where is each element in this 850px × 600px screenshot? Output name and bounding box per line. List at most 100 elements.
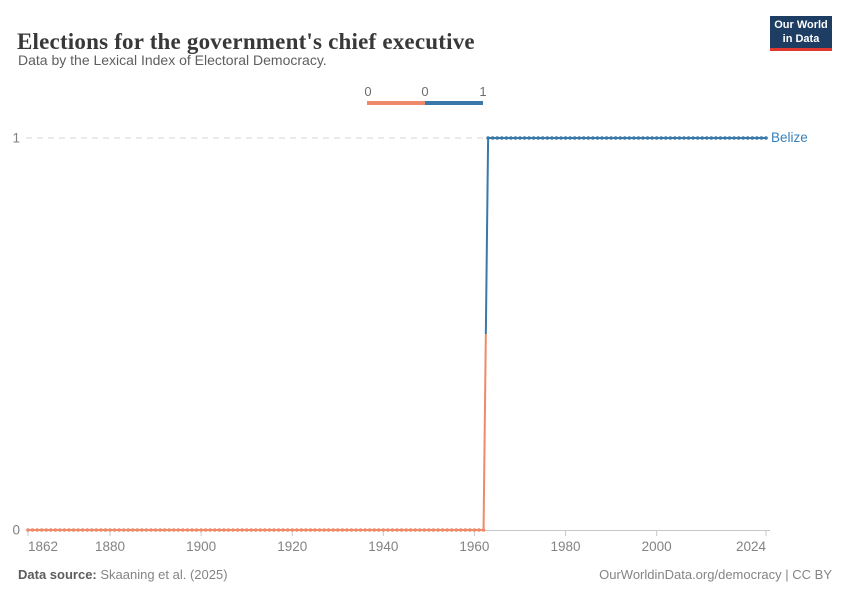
data-point-marker[interactable] bbox=[226, 528, 231, 532]
data-point-marker[interactable] bbox=[308, 528, 313, 532]
data-point-marker[interactable] bbox=[80, 528, 85, 532]
data-point-marker[interactable] bbox=[522, 136, 527, 140]
data-point-marker[interactable] bbox=[545, 136, 550, 140]
data-point-marker[interactable] bbox=[504, 136, 509, 140]
data-point-marker[interactable] bbox=[663, 136, 668, 140]
data-point-marker[interactable] bbox=[212, 528, 217, 532]
data-point-marker[interactable] bbox=[613, 136, 618, 140]
data-point-marker[interactable] bbox=[167, 528, 172, 532]
data-point-marker[interactable] bbox=[586, 136, 591, 140]
data-point-marker[interactable] bbox=[290, 528, 295, 532]
data-point-marker[interactable] bbox=[272, 528, 276, 532]
data-point-marker[interactable] bbox=[595, 136, 600, 140]
data-point-marker[interactable] bbox=[67, 528, 71, 532]
data-point-marker[interactable] bbox=[354, 528, 358, 532]
data-point-marker[interactable] bbox=[440, 528, 445, 532]
data-point-marker[interactable] bbox=[108, 528, 112, 532]
data-point-marker[interactable] bbox=[349, 528, 354, 532]
legend-swatch-0[interactable] bbox=[367, 101, 425, 105]
data-point-marker[interactable] bbox=[217, 528, 222, 532]
data-point-marker[interactable] bbox=[700, 136, 705, 140]
data-point-marker[interactable] bbox=[112, 528, 117, 532]
data-point-marker[interactable] bbox=[376, 528, 381, 532]
data-point-marker[interactable] bbox=[144, 528, 149, 532]
data-point-marker[interactable] bbox=[445, 528, 449, 532]
data-point-marker[interactable] bbox=[458, 528, 463, 532]
data-point-marker[interactable] bbox=[609, 136, 613, 140]
data-point-marker[interactable] bbox=[513, 136, 518, 140]
data-point-marker[interactable] bbox=[208, 528, 213, 532]
data-point-marker[interactable] bbox=[76, 528, 80, 532]
data-point-marker[interactable] bbox=[718, 136, 723, 140]
data-point-marker[interactable] bbox=[427, 528, 431, 532]
data-point-marker[interactable] bbox=[190, 528, 194, 532]
data-point-marker[interactable] bbox=[48, 528, 53, 532]
data-point-marker[interactable] bbox=[563, 136, 568, 140]
data-point-marker[interactable] bbox=[263, 528, 267, 532]
data-point-marker[interactable] bbox=[472, 528, 477, 532]
data-point-marker[interactable] bbox=[622, 136, 627, 140]
data-point-marker[interactable] bbox=[727, 136, 732, 140]
data-point-marker[interactable] bbox=[313, 528, 317, 532]
data-point-marker[interactable] bbox=[723, 136, 727, 140]
data-point-marker[interactable] bbox=[117, 528, 121, 532]
color-scale-legend[interactable]: 0 0 1 bbox=[364, 84, 487, 106]
data-point-marker[interactable] bbox=[99, 528, 103, 532]
data-point-marker[interactable] bbox=[44, 528, 49, 532]
data-point-marker[interactable] bbox=[258, 528, 263, 532]
data-point-marker[interactable] bbox=[231, 528, 235, 532]
data-point-marker[interactable] bbox=[682, 136, 686, 140]
data-point-marker[interactable] bbox=[654, 136, 659, 140]
data-point-marker[interactable] bbox=[636, 136, 641, 140]
data-point-marker[interactable] bbox=[181, 528, 185, 532]
data-point-marker[interactable] bbox=[568, 136, 572, 140]
series-label-belize[interactable]: Belize bbox=[771, 130, 808, 145]
data-point-marker[interactable] bbox=[222, 528, 226, 532]
data-point-marker[interactable] bbox=[58, 528, 62, 532]
data-point-marker[interactable] bbox=[600, 136, 604, 140]
data-point-marker[interactable] bbox=[741, 136, 746, 140]
data-point-marker[interactable] bbox=[417, 528, 422, 532]
data-point-marker[interactable] bbox=[294, 528, 299, 532]
data-point-marker[interactable] bbox=[554, 136, 559, 140]
data-point-marker[interactable] bbox=[531, 136, 536, 140]
data-point-marker[interactable] bbox=[244, 528, 249, 532]
data-point-marker[interactable] bbox=[171, 528, 176, 532]
data-point-marker[interactable] bbox=[536, 136, 541, 140]
data-point-marker[interactable] bbox=[203, 528, 208, 532]
series-segment-high[interactable] bbox=[484, 137, 766, 335]
data-point-marker[interactable] bbox=[39, 528, 44, 532]
data-point-marker[interactable] bbox=[650, 136, 654, 140]
data-point-marker[interactable] bbox=[618, 136, 623, 140]
data-point-marker[interactable] bbox=[668, 136, 673, 140]
data-point-marker[interactable] bbox=[240, 528, 244, 532]
data-point-marker[interactable] bbox=[486, 136, 490, 140]
data-point-marker[interactable] bbox=[449, 528, 454, 532]
data-point-marker[interactable] bbox=[358, 528, 363, 532]
data-point-marker[interactable] bbox=[281, 528, 285, 532]
data-point-marker[interactable] bbox=[386, 528, 390, 532]
data-point-marker[interactable] bbox=[53, 528, 58, 532]
data-point-marker[interactable] bbox=[395, 528, 399, 532]
data-point-marker[interactable] bbox=[199, 528, 203, 532]
data-point-marker[interactable] bbox=[527, 136, 531, 140]
data-point-marker[interactable] bbox=[413, 528, 418, 532]
data-point-marker[interactable] bbox=[149, 528, 153, 532]
data-point-marker[interactable] bbox=[153, 528, 158, 532]
data-point-marker[interactable] bbox=[495, 136, 500, 140]
data-point-marker[interactable] bbox=[632, 136, 636, 140]
data-point-marker[interactable] bbox=[673, 136, 677, 140]
data-point-marker[interactable] bbox=[509, 136, 513, 140]
data-point-marker[interactable] bbox=[686, 136, 691, 140]
data-point-marker[interactable] bbox=[276, 528, 281, 532]
data-point-marker[interactable] bbox=[267, 528, 272, 532]
data-point-marker[interactable] bbox=[704, 136, 709, 140]
data-point-marker[interactable] bbox=[158, 528, 162, 532]
data-point-marker[interactable] bbox=[518, 136, 522, 140]
data-point-marker[interactable] bbox=[408, 528, 413, 532]
data-point-marker[interactable] bbox=[162, 528, 167, 532]
data-point-marker[interactable] bbox=[577, 136, 582, 140]
data-point-marker[interactable] bbox=[30, 528, 35, 532]
series-segment-low[interactable] bbox=[28, 333, 487, 531]
